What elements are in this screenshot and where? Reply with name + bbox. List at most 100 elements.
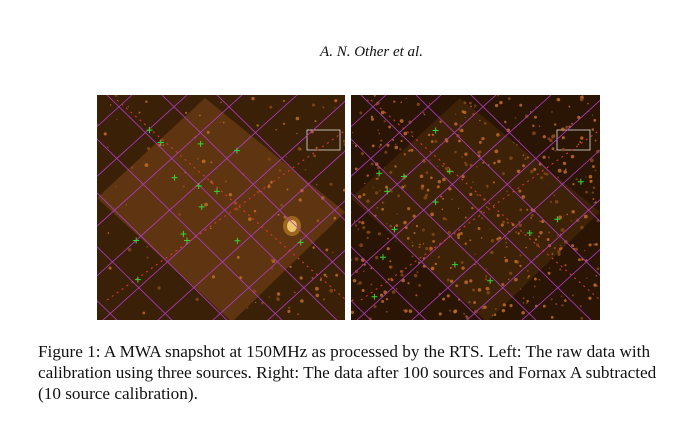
image-detail <box>425 246 429 251</box>
image-detail <box>518 139 520 141</box>
image-detail <box>468 101 472 105</box>
image-detail <box>469 192 473 196</box>
image-detail <box>556 97 561 102</box>
image-detail <box>396 288 398 290</box>
image-detail <box>351 246 427 320</box>
image-detail <box>472 181 474 183</box>
image-detail <box>277 213 280 216</box>
image-detail <box>542 304 546 308</box>
image-detail <box>507 97 511 101</box>
image-detail <box>399 119 404 123</box>
image-detail <box>334 107 336 109</box>
image-detail <box>370 267 373 270</box>
image-detail <box>108 266 112 270</box>
image-detail <box>335 273 339 277</box>
image-detail <box>561 147 566 152</box>
image-detail <box>213 188 220 195</box>
image-detail <box>502 172 505 176</box>
image-detail <box>442 216 446 221</box>
image-detail <box>276 292 281 296</box>
image-detail <box>253 209 257 213</box>
image-detail <box>196 157 200 160</box>
image-detail <box>416 271 419 274</box>
image-detail <box>428 102 431 105</box>
image-detail <box>514 259 518 264</box>
image-detail <box>219 121 221 124</box>
image-detail <box>144 163 149 168</box>
image-detail <box>387 278 390 281</box>
image-detail <box>560 295 563 297</box>
image-detail <box>526 208 529 211</box>
raw-data-image <box>97 95 345 320</box>
image-detail <box>415 224 419 228</box>
image-detail <box>362 226 366 230</box>
image-detail <box>400 139 403 143</box>
image-detail <box>550 298 553 301</box>
image-detail <box>267 157 271 161</box>
image-detail <box>539 230 543 235</box>
figure-caption: Figure 1: A MWA snapshot at 150MHz as pr… <box>38 342 657 403</box>
image-detail <box>131 166 134 169</box>
image-detail <box>547 156 550 159</box>
image-detail <box>431 232 435 236</box>
image-detail <box>509 304 513 308</box>
image-detail <box>397 194 400 198</box>
image-detail <box>418 284 421 287</box>
image-detail <box>395 224 399 227</box>
image-detail <box>332 251 334 254</box>
image-detail <box>522 154 525 157</box>
image-detail <box>596 267 600 271</box>
image-detail <box>493 161 496 165</box>
image-detail <box>403 220 407 225</box>
image-detail <box>411 244 414 247</box>
image-detail <box>269 180 273 184</box>
image-detail <box>521 195 526 199</box>
image-detail <box>394 145 399 150</box>
image-detail <box>254 301 257 304</box>
image-detail <box>374 191 379 195</box>
image-detail <box>322 106 325 109</box>
image-detail <box>134 276 141 283</box>
image-detail <box>496 133 500 137</box>
image-detail <box>436 185 440 189</box>
image-detail <box>464 163 468 167</box>
image-detail <box>235 207 239 211</box>
image-detail <box>351 95 442 177</box>
image-detail <box>446 168 453 175</box>
image-detail <box>551 134 555 139</box>
image-detail <box>533 285 536 288</box>
image-detail <box>145 100 148 103</box>
image-detail <box>403 131 408 136</box>
image-detail <box>458 232 460 234</box>
image-detail <box>146 127 153 134</box>
image-detail <box>352 142 354 145</box>
image-detail <box>463 101 467 105</box>
image-detail <box>470 95 600 222</box>
image-detail <box>204 202 208 207</box>
image-detail <box>476 166 478 168</box>
image-detail <box>592 165 595 168</box>
image-detail <box>157 139 164 146</box>
image-detail <box>323 298 326 301</box>
image-detail <box>469 239 472 242</box>
image-detail <box>432 199 439 206</box>
image-detail <box>504 237 507 240</box>
image-detail <box>551 111 553 113</box>
image-detail <box>400 101 403 104</box>
image-detail <box>526 301 529 304</box>
image-detail <box>493 313 497 316</box>
image-detail <box>593 284 596 286</box>
image-detail <box>389 260 392 263</box>
image-detail <box>268 296 271 298</box>
image-detail <box>579 305 582 308</box>
image-detail <box>206 130 210 134</box>
image-detail <box>489 228 491 230</box>
image-detail <box>278 168 282 172</box>
image-detail <box>445 218 448 221</box>
image-detail <box>383 167 385 169</box>
image-detail <box>387 237 389 240</box>
image-detail <box>519 103 523 107</box>
image-detail <box>393 100 396 103</box>
image-detail <box>380 139 383 142</box>
image-detail <box>504 258 509 263</box>
